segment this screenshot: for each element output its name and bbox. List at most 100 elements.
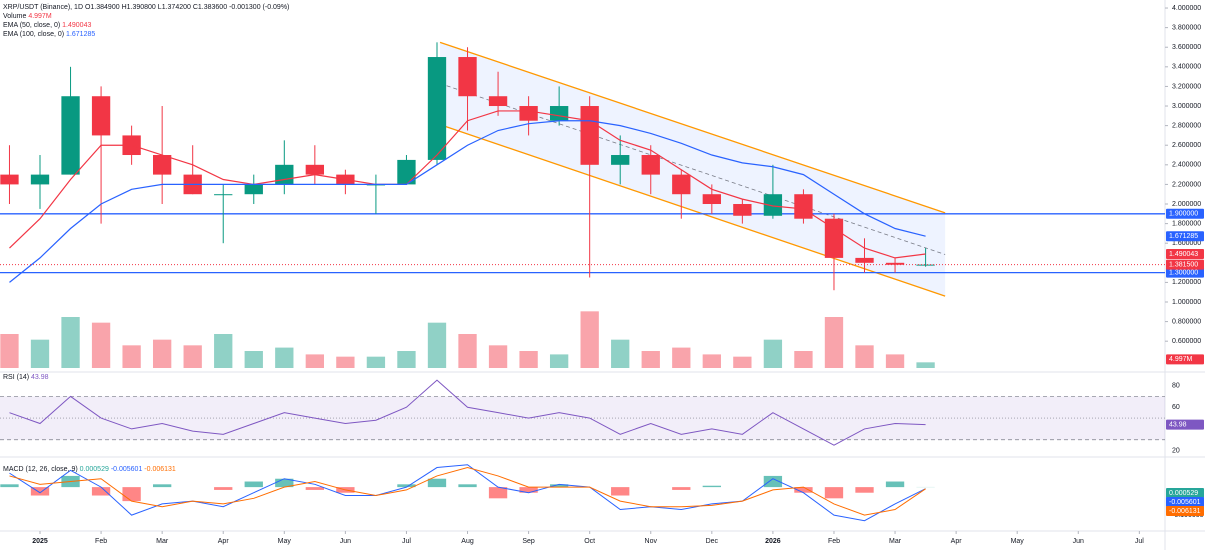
macd-histogram bbox=[672, 487, 691, 490]
volume-bar bbox=[763, 339, 783, 368]
candle-body bbox=[580, 106, 599, 165]
macd-histogram bbox=[427, 478, 447, 488]
channel-line bbox=[439, 124, 946, 297]
candle-body bbox=[244, 184, 263, 195]
macd-line bbox=[9, 464, 926, 522]
ohlc: L1.374200 bbox=[158, 4, 191, 11]
volume-bar bbox=[0, 334, 19, 368]
candle-body bbox=[30, 174, 50, 185]
candle-body bbox=[672, 174, 691, 195]
volume-bar bbox=[641, 351, 660, 368]
price-tag bbox=[1166, 419, 1204, 430]
y-tick-label: 2.200000 bbox=[1172, 181, 1201, 188]
macd-histogram bbox=[794, 487, 813, 493]
y-tick-label: 3.000000 bbox=[1172, 103, 1201, 110]
candle-body bbox=[458, 57, 477, 97]
pane-title: RSI (14) bbox=[3, 374, 29, 381]
y-tick-label: 2.000000 bbox=[1172, 201, 1201, 208]
volume-bar bbox=[122, 345, 141, 368]
x-tick-label: Apr bbox=[218, 538, 230, 545]
y-tick-label: 1.000000 bbox=[1172, 299, 1201, 306]
channel-midline bbox=[439, 83, 946, 255]
volume-bar bbox=[519, 351, 538, 368]
candle-body bbox=[488, 96, 508, 107]
price-tag-label: -0.006131 bbox=[1169, 508, 1201, 515]
candle-body bbox=[885, 262, 905, 265]
x-tick-label: Feb bbox=[95, 538, 107, 545]
x-tick-label: Nov bbox=[645, 538, 658, 545]
x-tick-label: Jul bbox=[402, 538, 411, 545]
macd-legend: MACD (12, 26, close, 9) 0.000529 -0.0056… bbox=[3, 466, 176, 473]
volume-bar bbox=[855, 345, 874, 368]
macd-histogram bbox=[30, 487, 50, 496]
y-tick-label: 3.800000 bbox=[1172, 24, 1201, 31]
candle-body bbox=[519, 106, 538, 121]
macd-histogram bbox=[549, 484, 569, 488]
volume-bar bbox=[580, 311, 599, 368]
volume-bar bbox=[152, 339, 172, 368]
volume-bar bbox=[336, 356, 355, 368]
candle-body bbox=[397, 159, 416, 185]
legend-value: -0.005601 bbox=[111, 466, 143, 473]
macd-histogram bbox=[763, 475, 783, 488]
macd-histogram bbox=[519, 487, 538, 493]
candle-body bbox=[702, 194, 721, 205]
y-tick-label: 2.800000 bbox=[1172, 122, 1201, 129]
legend-label: EMA (50, close, 0) bbox=[3, 22, 60, 29]
change: -0.001300 (-0.09%) bbox=[229, 4, 289, 11]
x-tick-label: 2025 bbox=[32, 538, 48, 545]
candle-body bbox=[641, 155, 660, 175]
candle-body bbox=[611, 155, 630, 165]
volume-bar bbox=[397, 351, 416, 368]
volume-bar bbox=[794, 351, 813, 368]
volume-bar bbox=[61, 317, 80, 368]
x-tick-label: Oct bbox=[584, 538, 595, 545]
y-tick-label: 1.600000 bbox=[1172, 240, 1201, 247]
legend-ema: EMA (50, close, 0) 1.490043 bbox=[3, 22, 91, 29]
x-tick-label: Jul bbox=[1135, 538, 1144, 545]
macd-histogram bbox=[397, 484, 416, 488]
price-tag bbox=[1166, 354, 1204, 365]
macd-histogram bbox=[244, 481, 263, 488]
y-tick-label: 0.600000 bbox=[1172, 338, 1201, 345]
macd-histogram bbox=[152, 484, 172, 488]
macd-histogram bbox=[855, 487, 874, 493]
x-tick-label: Apr bbox=[951, 538, 963, 545]
ema-line bbox=[9, 120, 926, 283]
macd-histogram bbox=[885, 481, 905, 488]
legend-value: 4.997M bbox=[28, 13, 52, 20]
y-tick-label: 1.200000 bbox=[1172, 279, 1201, 286]
header: XRP/USDT (Binance), 1D O1.384900 H1.3908… bbox=[3, 4, 289, 11]
y-tick-label: 3.200000 bbox=[1172, 83, 1201, 90]
price-tag-label: 0.000529 bbox=[1169, 490, 1198, 497]
legend-value: 1.671285 bbox=[66, 31, 95, 38]
x-tick-label: Aug bbox=[461, 538, 474, 545]
candle-body bbox=[305, 164, 325, 175]
price-tag-label: 1.490043 bbox=[1169, 251, 1198, 258]
volume-bar bbox=[30, 339, 50, 368]
y-tick-label: 1.800000 bbox=[1172, 220, 1201, 227]
macd-histogram bbox=[702, 485, 721, 488]
volume-bar bbox=[366, 356, 386, 368]
legend-ema: EMA (100, close, 0) 1.671285 bbox=[3, 31, 95, 38]
candle-body bbox=[855, 257, 874, 263]
volume-bar bbox=[458, 334, 477, 368]
price-tag bbox=[1166, 231, 1204, 242]
candle-body bbox=[214, 194, 233, 196]
x-tick-label: Jun bbox=[340, 538, 351, 545]
price-tag-label: 4.997M bbox=[1169, 356, 1193, 363]
legend-volume: Volume 4.997M bbox=[3, 13, 52, 20]
legend-value: 43.98 bbox=[31, 374, 49, 381]
marks: 2025 Feb Mar Apr May Jun Jul Aug Sep Oct Nov Dec 202… bbox=[0, 5, 1204, 545]
volume-bar bbox=[214, 334, 233, 368]
ohlc: H1.390800 bbox=[122, 4, 156, 11]
candle-body bbox=[427, 57, 447, 160]
macd-histogram bbox=[611, 487, 630, 496]
legend-value: 1.490043 bbox=[62, 22, 91, 29]
legend-value: -0.006131 bbox=[144, 466, 176, 473]
volume-bar bbox=[611, 339, 630, 368]
volume-bar bbox=[275, 347, 294, 368]
